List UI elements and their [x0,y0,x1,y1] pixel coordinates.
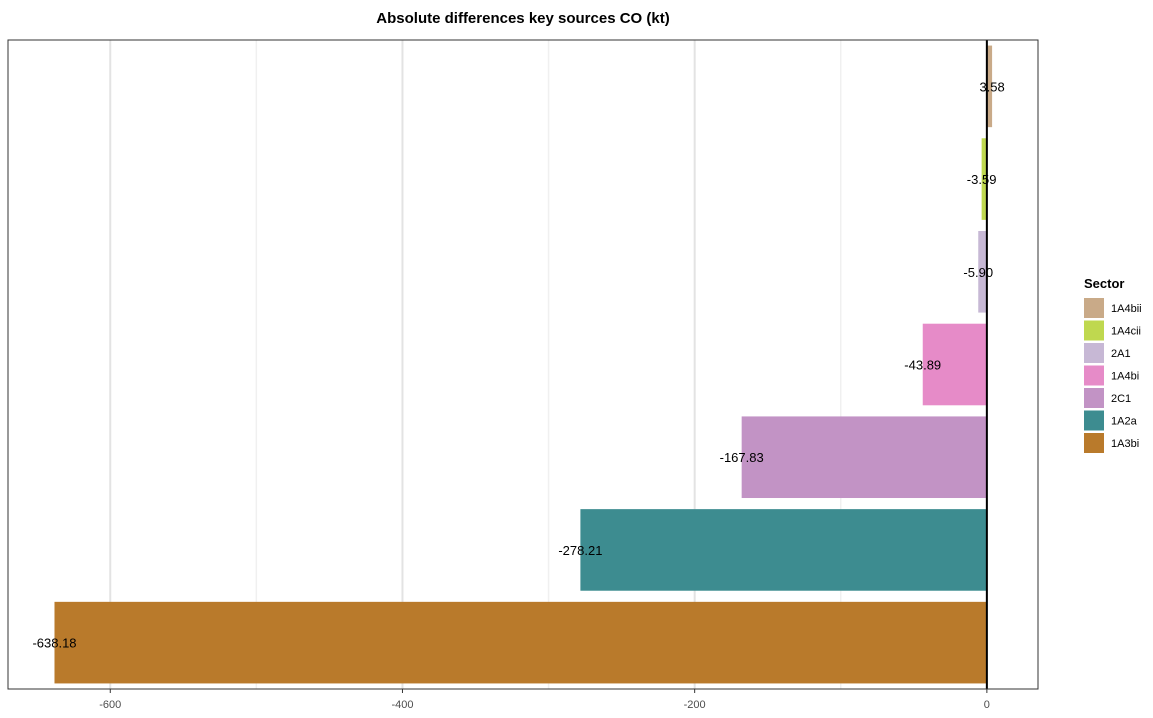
x-tick-label: 0 [984,699,990,711]
data-label-1A4bi: -43.89 [904,358,941,373]
bars [54,45,993,684]
plot-border [7,39,1039,690]
x-tick-label: -200 [684,699,706,711]
chart-title: Absolute differences key sources CO (kt) [376,10,669,27]
x-axis: -600 -400 -200 0 [99,689,990,711]
data-labels: 3.58 -3.59 -5.90 -43.89 -167.83 -278.21 -638.1… [32,79,1004,650]
data-label-1A3bi: -638.18 [32,636,76,651]
legend-label-1A2a: 1A2a [1111,416,1138,428]
legend-swatch-1A4cii [1084,320,1104,341]
bar-1A4cii [981,138,987,220]
legend-label-1A4bii: 1A4bii [1111,303,1142,315]
legend-label-2C1: 2C1 [1111,393,1131,405]
legend-label-2A1: 2A1 [1111,348,1131,360]
data-label-2A1: -5.90 [963,265,993,280]
bar-1A4bi [922,323,987,406]
data-label-1A2a: -278.21 [558,543,602,558]
data-label-1A4bii: 3.58 [979,79,1004,94]
legend-title: Sector [1084,276,1124,291]
data-label-1A4cii: -3.59 [967,172,997,187]
legend-swatch-2A1 [1084,343,1104,363]
legend-label-1A4bi: 1A4bi [1111,371,1139,383]
x-tick-label: -400 [391,699,413,711]
legend-swatch-1A3bi [1084,433,1104,453]
legend-label-1A4cii: 1A4cii [1111,326,1141,338]
bar-1A4bii [986,45,993,128]
legend-swatch-2C1 [1084,388,1104,408]
bar-1A3bi [54,601,987,684]
legend-swatch-1A2a [1084,410,1104,431]
legend: Sector 1A4bii 1A4cii 2A1 1A4bi 2C1 1A2a 1A3bi [1084,276,1142,453]
plot-background [8,40,1038,689]
x-tick-label: -600 [99,699,121,711]
bar-1A2a [580,509,987,591]
legend-label-1A3bi: 1A3bi [1111,438,1139,450]
bar-2C1 [741,416,987,499]
data-label-2C1: -167.83 [720,450,764,465]
legend-swatch-1A4bi [1084,365,1104,386]
legend-swatch-1A4bii [1084,298,1104,318]
bar-2A1 [978,230,987,313]
